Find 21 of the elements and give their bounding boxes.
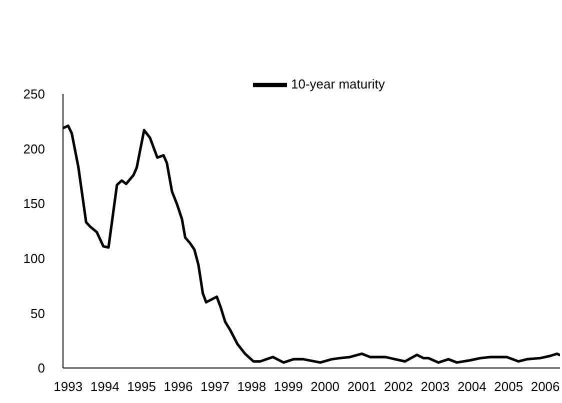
y-tick-label: 100: [23, 251, 45, 266]
x-tick-label: 1997: [200, 379, 230, 394]
x-tick-label: 2006: [530, 379, 560, 394]
legend-label: 10-year maturity: [291, 76, 385, 92]
x-tick-label: 2001: [347, 379, 376, 394]
y-tick-label: 0: [38, 360, 45, 376]
x-tick-label: 2003: [420, 379, 450, 394]
y-tick-label: 250: [23, 86, 45, 102]
y-tick-label: 150: [23, 196, 45, 212]
x-tick-label: 1996: [164, 379, 193, 394]
x-tick-label: 1994: [90, 379, 120, 394]
x-tick-label: 2004: [457, 379, 486, 394]
y-tick-label: 50: [30, 306, 45, 321]
x-tick-label: 2000: [310, 379, 340, 394]
x-tick-label: 1995: [127, 379, 156, 394]
x-tick-label: 1993: [54, 379, 83, 394]
x-tick-label: 1998: [237, 379, 266, 394]
x-tick-label: 2002: [384, 379, 413, 394]
x-tick-label: 2005: [494, 379, 524, 394]
x-tick-label: 1999: [274, 379, 303, 394]
y-tick-label: 200: [23, 141, 45, 156]
